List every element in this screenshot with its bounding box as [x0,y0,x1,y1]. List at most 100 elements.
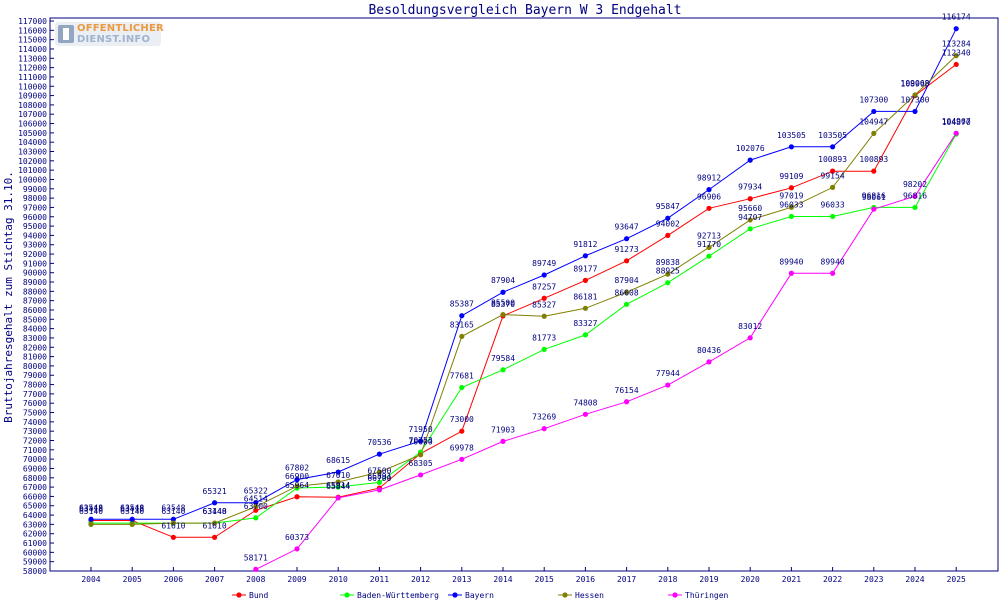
data-point [582,253,589,259]
x-tick-label: 2022 [823,575,842,584]
data-label: 65964 [285,481,309,490]
data-label: 87257 [532,282,556,291]
data-label: 108995 [901,80,930,89]
data-label: 97934 [738,183,762,192]
data-label: 96033 [821,200,845,209]
data-point [747,196,753,202]
y-tick-label: 103000 [18,148,47,157]
y-tick-label: 90000 [23,269,47,278]
data-label: 100893 [818,155,847,164]
data-point [830,168,836,174]
data-label: 66891 [367,472,391,481]
y-tick-label: 86000 [23,306,47,315]
data-point [665,215,671,221]
data-label: 99154 [821,171,845,180]
data-point [747,335,753,341]
x-tick-label: 2014 [493,575,512,584]
x-tick-label: 2009 [287,575,306,584]
plot-area-frame [49,17,999,572]
data-label: 99109 [779,172,803,181]
data-label: 103505 [777,131,806,140]
legend: Bund Baden-Württemberg Bayern Hessen Thüring… [232,591,729,600]
x-tick-label: 2020 [741,575,760,584]
y-tick-label: 93000 [23,241,47,250]
series-line-3 [91,55,957,525]
x-tick-label: 2013 [452,575,471,584]
data-label: 100893 [859,155,888,164]
data-point [582,332,589,338]
data-point [953,26,959,32]
y-tick-label: 66000 [23,492,47,501]
data-point [953,53,959,59]
legend-marker [672,592,678,598]
data-label: 70536 [367,438,391,447]
y-tick-label: 78000 [23,381,47,390]
data-point [747,217,753,223]
data-label: 68305 [409,459,433,468]
data-point [541,313,547,319]
data-point [541,346,547,352]
logo-icon [58,25,74,43]
data-point [294,546,300,552]
y-tick-label: 110000 [18,82,47,91]
data-point [665,232,671,238]
y-tick-label: 105000 [18,129,47,138]
x-tick-label: 2024 [905,575,924,584]
y-axis-label: Bruttojahresgehalt zum Stichtag 31.10. [2,171,15,423]
data-label: 63548 [120,503,144,512]
data-point [294,483,300,489]
data-point [459,384,465,391]
data-label: 87904 [615,276,639,285]
y-tick-label: 106000 [18,120,47,129]
series-line-2 [91,28,957,520]
data-point [253,566,259,573]
x-tick-label: 2015 [535,575,554,584]
y-tick-label: 95000 [23,222,47,231]
data-label: 65322 [244,487,268,496]
data-point [88,516,94,522]
data-point [830,213,836,220]
y-tick-label: 111000 [18,73,47,82]
legend-label: Baden-Württemberg [357,591,439,600]
x-tick-label: 2017 [617,575,636,584]
data-point [582,305,589,311]
data-point [376,479,382,486]
data-label: 68615 [326,456,350,465]
y-tick-label: 92000 [23,250,47,259]
data-label: 88925 [656,267,680,276]
y-tick-label: 71000 [23,446,47,455]
data-point [706,359,712,365]
data-label: 73000 [450,415,474,424]
data-point [541,272,547,278]
series-line-4 [255,132,957,570]
y-tick-label: 88000 [23,287,47,296]
data-point [212,534,218,540]
data-point [335,495,341,501]
data-point [624,301,630,307]
y-tick-label: 99000 [23,185,47,194]
data-label: 94707 [738,213,762,222]
y-tick-label: 87000 [23,297,47,306]
data-label: 86608 [615,288,639,297]
x-tick-label: 2025 [947,575,966,584]
data-point [665,382,671,388]
x-tick-label: 2018 [658,575,677,584]
y-axis: 5800059000600006100062000630006400065000… [18,17,54,576]
x-tick-label: 2016 [576,575,595,584]
data-label: 65914 [326,481,350,490]
y-tick-label: 60000 [23,548,47,557]
data-point [418,438,424,444]
x-tick-label: 2004 [81,575,100,584]
data-point [830,270,836,276]
y-tick-label: 65000 [23,502,47,511]
data-label: 89838 [656,258,680,267]
data-label: 102076 [736,144,765,153]
data-label: 63418 [79,504,103,513]
y-tick-label: 116000 [18,26,47,35]
x-tick-label: 2021 [782,575,801,584]
data-label: 85327 [532,300,556,309]
data-point [871,206,877,212]
data-point [665,271,671,277]
data-label: 67010 [326,471,350,480]
